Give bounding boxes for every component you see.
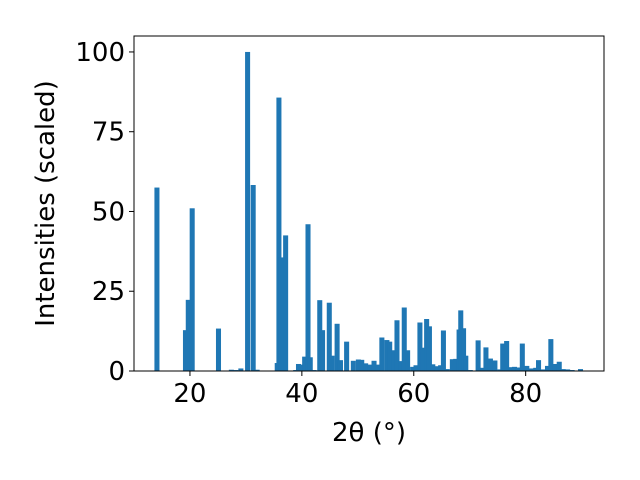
x-axis-label: 2θ (°) [332,418,406,448]
bar [444,369,450,371]
y-tick-label: 0 [108,357,125,387]
y-tick-label: 75 [92,118,125,148]
x-tick-label: 20 [173,379,206,409]
bar [497,369,503,371]
bar [276,97,282,371]
bar [371,360,377,371]
bar [238,368,244,371]
bar [410,366,416,371]
bar [533,367,539,371]
bar [565,369,571,371]
x-tick-label: 80 [509,379,542,409]
bar [326,302,332,371]
bar [500,343,506,371]
bar [492,360,498,371]
bar [344,341,350,371]
bar [185,299,191,371]
bar [391,350,397,371]
bar [394,320,400,371]
y-axis-label: Intensities (scaled) [31,80,61,327]
bar [305,224,311,371]
y-tick-label: 50 [92,197,125,227]
bar [511,366,517,371]
x-tick-label: 40 [285,379,318,409]
bar [298,364,304,371]
bar [379,337,385,371]
bar [401,307,407,371]
bar [463,355,469,371]
bar [334,323,340,371]
x-tick-label: 60 [397,379,430,409]
bar [189,208,195,371]
bar [302,356,308,371]
bar [544,365,551,371]
bar [560,369,566,371]
bar-series [154,51,584,371]
bar [182,330,188,371]
bar [337,360,343,371]
bar [317,300,323,371]
bar [504,341,510,371]
bar [228,369,234,371]
bar [355,359,361,371]
bar [405,350,411,371]
bar [367,364,373,371]
bar [430,364,436,371]
bar [387,341,393,371]
bar [329,355,335,371]
bar [420,347,426,371]
bar [552,363,558,371]
bar [384,340,390,371]
bar [375,364,381,371]
y-tick-label: 100 [75,38,125,68]
bar [359,359,365,371]
bar [577,369,584,371]
bar [363,363,369,371]
bar [254,369,260,371]
bar [528,368,534,371]
plot-area-frame [133,35,605,372]
y-axis-ticks: 0 25 50 75 100 [75,38,134,387]
bar [536,360,542,371]
bar [508,367,514,371]
bar [154,187,160,371]
bar [245,51,251,371]
bar [413,365,419,371]
bar [278,257,284,371]
bar [483,347,489,371]
bar [438,365,444,371]
bar [398,361,404,371]
bar [458,310,464,371]
bar [524,365,530,371]
bar [461,328,467,371]
bar [453,358,459,371]
bar [283,235,289,371]
bar [307,357,313,371]
bar [434,366,440,371]
bar [424,319,430,371]
bar [480,367,486,371]
bar [548,339,554,371]
y-tick-label: 25 [92,277,125,307]
bar [449,359,455,371]
bar [440,330,446,371]
bar [540,369,546,371]
bar [350,360,356,371]
bar [417,322,423,371]
bar [519,343,525,371]
bar [426,326,432,371]
bar [475,340,481,371]
bar [320,330,326,371]
bar [250,185,256,371]
x-axis-ticks: 20 40 60 80 [173,371,542,409]
bar [215,328,222,371]
bar [515,367,521,371]
bar [487,358,493,371]
bar [556,361,562,371]
